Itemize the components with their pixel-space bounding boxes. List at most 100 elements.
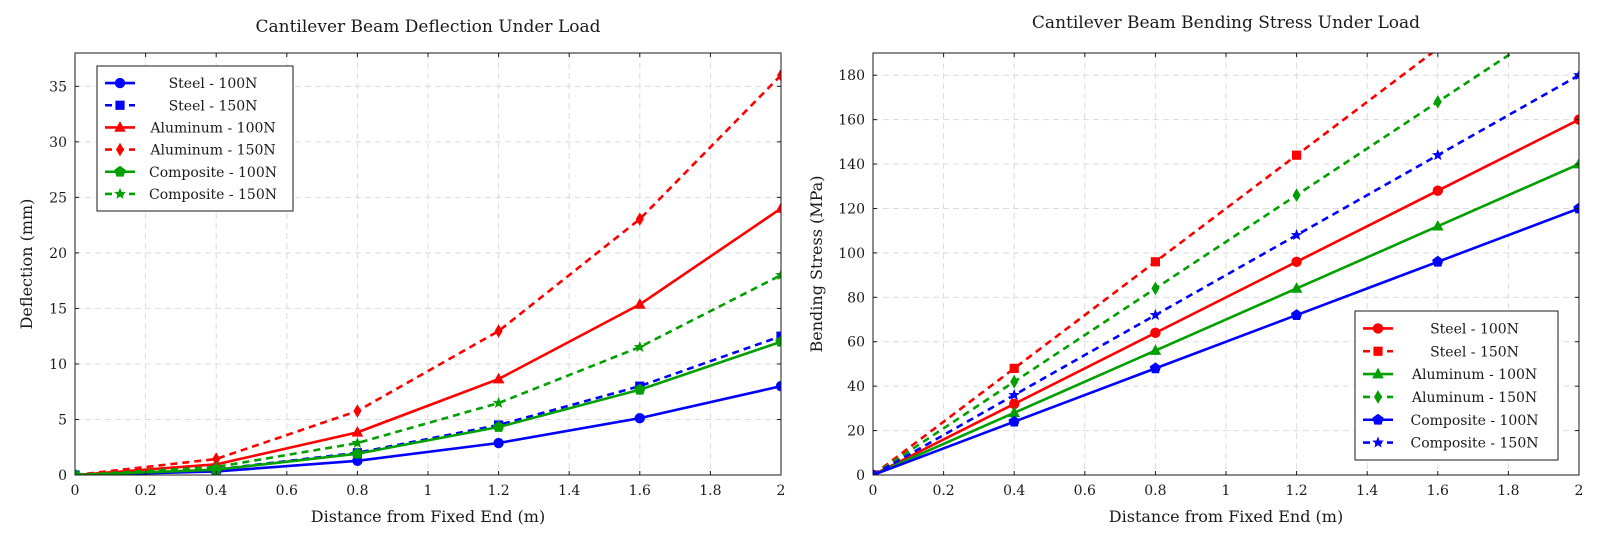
data-point-aluminum-100n — [1573, 157, 1579, 169]
x-tick-label: 0 — [869, 483, 878, 499]
data-point-composite-150n — [1573, 69, 1579, 81]
series-line-composite-100n — [873, 207, 1579, 475]
data-point-steel-150n — [776, 331, 781, 341]
legend-label: Aluminum - 100N — [1411, 367, 1537, 383]
legend-marker-steel-100n — [114, 77, 126, 89]
legend-marker-steel-150n — [115, 100, 125, 110]
x-tick-label: 1.6 — [629, 483, 651, 499]
ticks: 0 0.2 0.4 0.6 0.8 1 1.2 1.4 1.6 1.8 20510152025303… — [49, 53, 785, 499]
series-group — [873, 53, 1579, 475]
data-point-composite-150n — [1149, 308, 1162, 321]
data-point-steel-100n — [1432, 185, 1444, 196]
data-point-composite-100n — [1149, 362, 1162, 374]
y-axis-label: Deflection (mm) — [17, 199, 36, 330]
y-tick-label: 160 — [838, 113, 865, 129]
legend-label: Steel - 100N — [1430, 321, 1519, 337]
x-axis-label: Distance from Fixed End (m) — [311, 507, 545, 526]
y-axis-label: Bending Stress (MPa) — [807, 176, 826, 353]
data-point-aluminum-100n — [1008, 406, 1020, 418]
legend-box — [96, 65, 294, 212]
y-tick-label: 0 — [856, 468, 865, 484]
data-point-aluminum-150n — [1151, 281, 1160, 296]
legend-marker-aluminum-100n — [114, 121, 126, 132]
data-point-composite-150n — [492, 396, 505, 409]
series-line-steel-100n — [873, 118, 1579, 475]
y-tick-label: 25 — [49, 190, 67, 206]
data-point-aluminum-150n — [635, 212, 644, 226]
data-point-composite-150n — [1431, 148, 1444, 161]
bending-stress-chart: 0 0.2 0.4 0.6 0.8 1 1.2 1.4 1.6 1.8 20204060801001… — [807, 13, 1583, 526]
data-point-aluminum-150n — [1433, 95, 1442, 109]
legend: Steel - 100N Steel - 150N Aluminum - 100N A… — [96, 65, 294, 212]
legend-label: Aluminum - 100N — [149, 120, 275, 136]
ticks: 0 0.2 0.4 0.6 0.8 1 1.2 1.4 1.6 1.8 20204060801001… — [838, 53, 1583, 499]
legend-label: Composite - 100N — [149, 165, 277, 181]
x-tick-label: 1.4 — [1356, 483, 1378, 499]
legend-marker-composite-100n — [114, 165, 126, 177]
data-point-aluminum-100n — [1432, 219, 1444, 231]
data-point-aluminum-150n — [353, 404, 362, 418]
data-point-steel-150n — [1433, 53, 1443, 54]
y-tick-label: 100 — [838, 246, 865, 262]
y-tick-label: 20 — [49, 246, 67, 262]
data-point-aluminum-150n — [777, 68, 781, 83]
legend: Steel - 100N Steel - 150N Aluminum - 100N A… — [1354, 310, 1559, 461]
y-tick-label: 30 — [49, 135, 67, 151]
x-tick-label: 0.6 — [276, 483, 298, 499]
y-tick-label: 120 — [838, 201, 865, 217]
y-tick-label: 0 — [58, 468, 67, 484]
x-tick-label: 1 — [1222, 483, 1231, 499]
legend-label: Composite - 150N — [149, 187, 277, 203]
x-tick-label: 0.4 — [205, 483, 227, 499]
x-tick-label: 0.2 — [134, 483, 156, 499]
legend-label: Composite - 100N — [1411, 413, 1539, 429]
legend-marker-aluminum-150n — [1374, 390, 1382, 404]
data-point-composite-150n — [1290, 228, 1303, 241]
series-line-aluminum-100n — [873, 162, 1579, 475]
data-point-composite-100n — [492, 421, 505, 432]
data-point-steel-150n — [1009, 363, 1019, 373]
y-tick-label: 40 — [847, 379, 865, 395]
data-point-steel-100n — [634, 412, 645, 424]
x-tick-label: 0.4 — [1003, 483, 1025, 499]
legend-label: Steel - 100N — [169, 76, 258, 92]
legend-label: Composite - 150N — [1411, 436, 1539, 452]
data-point-composite-150n — [75, 468, 81, 475]
data-point-aluminum-100n — [775, 202, 781, 213]
series-line-aluminum-100n — [75, 207, 781, 475]
y-tick-label: 140 — [838, 157, 865, 173]
data-point-composite-100n — [351, 447, 364, 459]
data-point-composite-100n — [1290, 309, 1303, 320]
series-group — [75, 68, 781, 475]
chart-title: Cantilever Beam Deflection Under Load — [255, 17, 600, 37]
data-point-composite-150n — [873, 468, 879, 475]
data-point-aluminum-150n — [212, 452, 221, 466]
y-tick-label: 80 — [847, 290, 865, 306]
legend-label: Steel - 150N — [169, 98, 258, 114]
data-point-steel-100n — [775, 380, 781, 392]
x-tick-label: 0.6 — [1074, 483, 1096, 499]
data-point-aluminum-100n — [1290, 282, 1303, 293]
data-point-composite-100n — [1573, 202, 1579, 214]
y-tick-label: 180 — [838, 68, 865, 84]
data-point-composite-100n — [634, 383, 646, 395]
x-tick-label: 1.4 — [558, 483, 580, 499]
x-tick-label: 0 — [71, 483, 80, 499]
series-line-aluminum-150n — [75, 74, 781, 475]
series-line-steel-100n — [75, 384, 781, 475]
x-tick-label: 1.8 — [699, 483, 721, 499]
legend-label: Aluminum - 150N — [149, 143, 275, 159]
data-point-steel-150n — [1150, 257, 1160, 267]
legend-marker-composite-150n — [1372, 436, 1384, 448]
data-point-steel-100n — [493, 437, 504, 449]
data-point-steel-100n — [1009, 398, 1020, 410]
data-point-composite-100n — [775, 335, 781, 347]
legend-marker-steel-100n — [1372, 323, 1384, 334]
data-point-aluminum-100n — [351, 426, 364, 437]
data-point-aluminum-150n — [1292, 188, 1301, 202]
series-line-steel-150n — [873, 53, 1435, 475]
y-tick-label: 60 — [847, 335, 865, 351]
legend-marker-composite-100n — [1372, 413, 1384, 425]
data-point-composite-150n — [633, 340, 646, 353]
x-tick-label: 0.8 — [1144, 483, 1166, 499]
